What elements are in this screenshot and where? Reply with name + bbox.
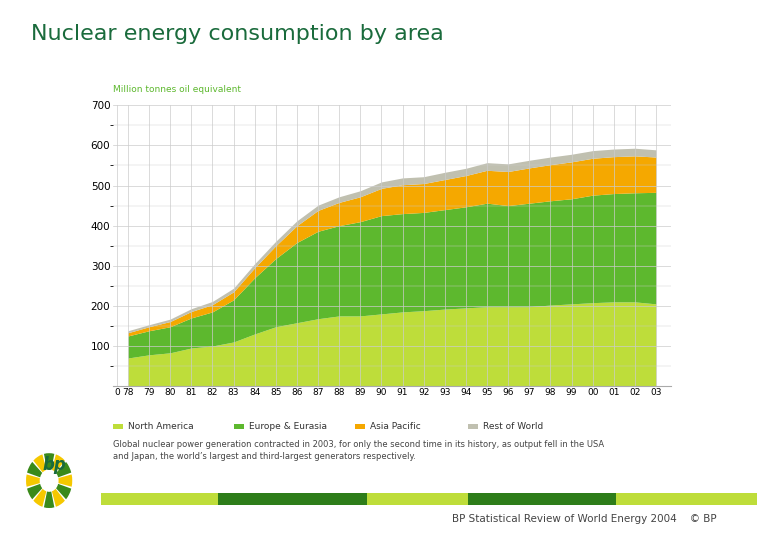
Circle shape (40, 469, 58, 492)
Wedge shape (26, 475, 49, 487)
Text: Global nuclear power generation contracted in 2003, for only the second time in : Global nuclear power generation contract… (113, 440, 604, 461)
Wedge shape (49, 475, 73, 487)
Wedge shape (34, 481, 49, 507)
Text: Europe & Eurasia: Europe & Eurasia (249, 422, 327, 431)
Text: North America: North America (128, 422, 193, 431)
Wedge shape (49, 481, 65, 507)
Wedge shape (44, 481, 55, 508)
Wedge shape (34, 454, 49, 481)
Wedge shape (49, 454, 65, 481)
Wedge shape (27, 462, 49, 481)
Text: Rest of World: Rest of World (483, 422, 543, 431)
Text: BP Statistical Review of World Energy 2004    © BP: BP Statistical Review of World Energy 20… (452, 515, 717, 524)
Text: bp: bp (43, 456, 66, 474)
Wedge shape (49, 462, 71, 481)
Wedge shape (27, 481, 49, 500)
Text: Asia Pacific: Asia Pacific (370, 422, 420, 431)
Text: Nuclear energy consumption by area: Nuclear energy consumption by area (31, 24, 444, 44)
Wedge shape (49, 481, 71, 500)
Wedge shape (44, 453, 55, 481)
Text: Million tonnes oil equivalent: Million tonnes oil equivalent (113, 85, 241, 94)
